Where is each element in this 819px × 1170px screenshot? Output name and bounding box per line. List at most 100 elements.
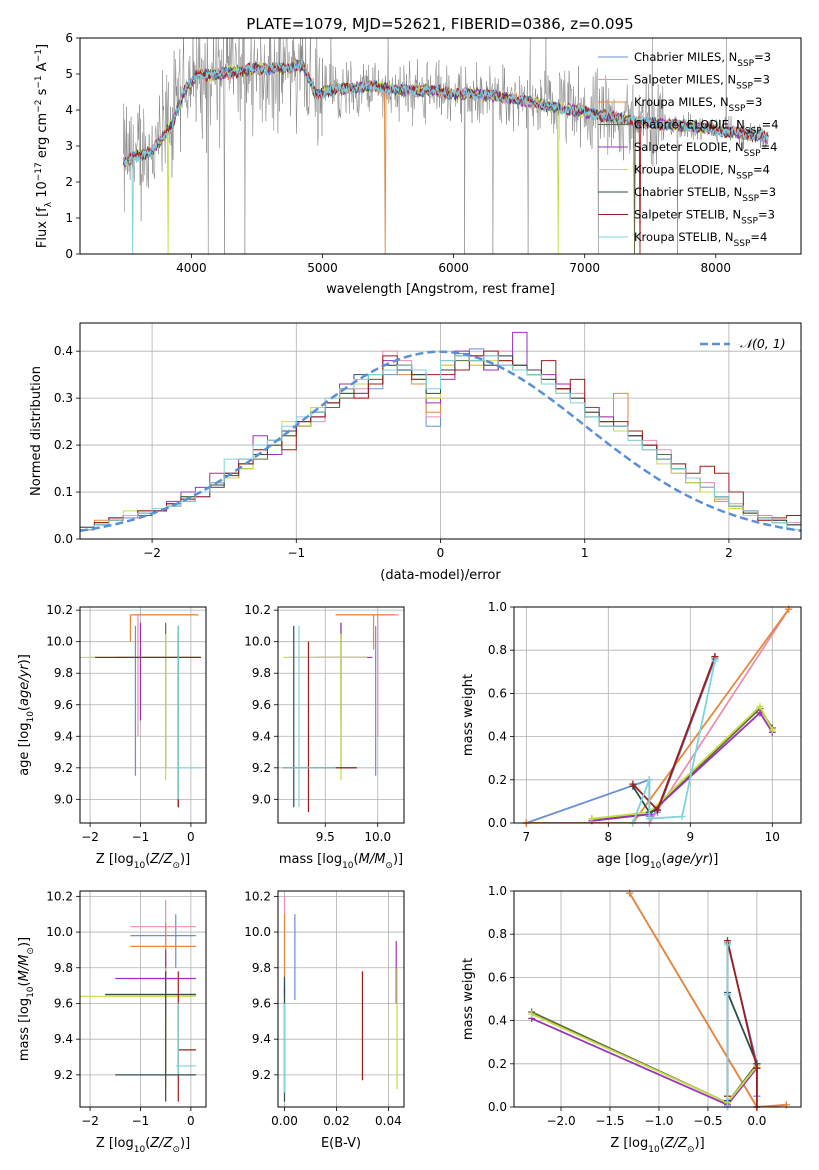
legend-entry: Chabrier ELODIE, NSSP=4 bbox=[634, 118, 779, 137]
x-tick-label: 0 bbox=[437, 546, 445, 560]
weight-line-2 bbox=[526, 608, 790, 823]
y-axis-label: Normed distribution bbox=[29, 366, 44, 496]
legend-entry: Kroupa MILES, NSSP=3 bbox=[634, 95, 762, 114]
x-tick-label: −0.5 bbox=[693, 1114, 722, 1128]
x-tick-label: −1.5 bbox=[595, 1114, 624, 1128]
label-part: =3 bbox=[745, 95, 762, 109]
y-tick-label: 10.2 bbox=[244, 889, 271, 903]
y-tick-label: 0.6 bbox=[488, 970, 507, 984]
y-tick-label: 0.2 bbox=[488, 773, 507, 787]
x-tick-label: −1.0 bbox=[644, 1114, 673, 1128]
y-tick-label: 0.8 bbox=[488, 927, 507, 941]
legend-entry: Chabrier STELIB, NSSP=3 bbox=[634, 185, 776, 204]
label-part: Salpeter MILES, N bbox=[634, 73, 736, 87]
figure-title: PLATE=1079, MJD=52621, FIBERID=0386, z=0… bbox=[246, 15, 633, 33]
y-tick-label: 10.0 bbox=[46, 635, 73, 649]
label-part: age [log bbox=[597, 852, 650, 867]
label-part: )] bbox=[393, 852, 403, 867]
mass_vs_ebv-frame bbox=[277, 890, 405, 1108]
label-part: =3 bbox=[754, 50, 771, 64]
y-tick-label: 9.6 bbox=[252, 996, 271, 1010]
label-part: age/yr bbox=[666, 852, 709, 867]
x-tick-label: 10 bbox=[765, 830, 780, 844]
label-part: )] bbox=[180, 1136, 190, 1151]
x-tick-label: 0 bbox=[187, 1114, 195, 1128]
label-part: )] bbox=[695, 1136, 705, 1151]
y-tick-label: 9.6 bbox=[54, 996, 73, 1010]
x-axis-label: (data-model)/error bbox=[380, 568, 501, 583]
y-tick-label: 2 bbox=[65, 175, 73, 189]
x-axis-label: E(B-V) bbox=[321, 1136, 361, 1151]
y-axis-label: mass weight bbox=[461, 674, 476, 756]
legend-entry: 𝒩(0, 1) bbox=[740, 336, 786, 351]
y-tick-label: 0.2 bbox=[488, 1057, 507, 1071]
y-tick-label: 9.8 bbox=[252, 961, 271, 975]
age-vs-metallicity-panel: −2 −1 09.09.29.49.69.810.010.2Z [log10(Z/Z… bbox=[17, 603, 207, 871]
y-tick-label: 0.8 bbox=[488, 643, 507, 657]
y-tick-label: 9.0 bbox=[54, 792, 73, 806]
label-part: 10 bbox=[648, 1145, 660, 1155]
label-part: ( bbox=[145, 852, 150, 867]
label-part: ( bbox=[145, 1136, 150, 1151]
model-line-8 bbox=[122, 59, 769, 254]
label-part: ⊙ bbox=[687, 1145, 695, 1155]
label-part: ( bbox=[17, 706, 32, 711]
label-part: ⊙ bbox=[26, 947, 36, 955]
x-tick-label: 8 bbox=[604, 830, 612, 844]
age_vs_mass-frame bbox=[277, 606, 405, 824]
age_vs_Z-frame bbox=[79, 606, 207, 824]
y-tick-label: 6 bbox=[65, 31, 73, 45]
y-tick-label: 9.4 bbox=[54, 1032, 73, 1046]
label-part: Chabrier ELODIE, N bbox=[634, 118, 745, 132]
x-tick-label: 0.02 bbox=[323, 1114, 350, 1128]
x-tick-label: 9.5 bbox=[316, 830, 335, 844]
y-tick-label: 10.0 bbox=[46, 925, 73, 939]
label-part: s bbox=[35, 88, 50, 99]
mass-vs-metallicity-panel: −2 −1 09.29.49.69.810.010.2Z [log10(Z/Z⊙)]… bbox=[17, 889, 207, 1155]
label-part: age [log bbox=[17, 723, 32, 776]
legend-entry: Salpeter STELIB, NSSP=3 bbox=[634, 208, 775, 227]
y-tick-label: 0.6 bbox=[488, 686, 507, 700]
y-tick-label: 3 bbox=[65, 139, 73, 153]
y-tick-label: 0.0 bbox=[488, 1100, 507, 1114]
x-tick-label: 7 bbox=[522, 830, 530, 844]
y-tick-label: 9.6 bbox=[252, 698, 271, 712]
mass_vs_Z-frame bbox=[79, 890, 207, 1108]
label-part: 10 bbox=[134, 1145, 146, 1155]
label-part: )] bbox=[708, 852, 718, 867]
x-tick-label: −1 bbox=[132, 830, 150, 844]
label-part: SSP bbox=[736, 82, 753, 92]
x-axis-label: Z [log10(Z/Z⊙)] bbox=[96, 1136, 190, 1155]
legend-entry: Chabrier MILES, NSSP=3 bbox=[634, 50, 771, 69]
mass_vs_ebv-background bbox=[278, 891, 404, 1107]
label-part: =4 bbox=[762, 118, 779, 132]
label-part: ] bbox=[35, 44, 50, 49]
legend-entry: Salpeter ELODIE, NSSP=4 bbox=[634, 140, 777, 159]
y-axis-label: mass [log10(M/M⊙)] bbox=[17, 937, 36, 1061]
legend-entry: Kroupa STELIB, NSSP=4 bbox=[634, 230, 767, 249]
y-tick-label: 10.2 bbox=[46, 889, 73, 903]
histogram-series-8 bbox=[80, 355, 801, 539]
label-part: ( bbox=[660, 1136, 665, 1151]
label-part: −1 bbox=[34, 49, 44, 62]
y-tick-label: 0 bbox=[65, 247, 73, 261]
label-part: )] bbox=[17, 937, 32, 947]
label-part: 10 bbox=[650, 861, 662, 871]
label-part: 10 bbox=[26, 711, 36, 723]
label-part: M/M bbox=[359, 852, 386, 867]
label-part: ( bbox=[17, 981, 32, 986]
weight-line-4 bbox=[591, 711, 774, 822]
x-tick-label: 8000 bbox=[701, 261, 732, 275]
weight-line-1 bbox=[526, 608, 790, 823]
label-part: Z/Z bbox=[664, 1136, 688, 1151]
label-part: ( bbox=[354, 852, 359, 867]
label-part: ⊙ bbox=[172, 1145, 180, 1155]
y-tick-label: 4 bbox=[65, 103, 73, 117]
x-tick-label: 1 bbox=[581, 546, 589, 560]
y-tick-label: 0.0 bbox=[488, 816, 507, 830]
x-tick-label: −1 bbox=[132, 1114, 150, 1128]
label-part: Kroupa MILES, N bbox=[634, 95, 729, 109]
label-part: ( bbox=[661, 852, 666, 867]
label-part: 10 bbox=[342, 861, 354, 871]
